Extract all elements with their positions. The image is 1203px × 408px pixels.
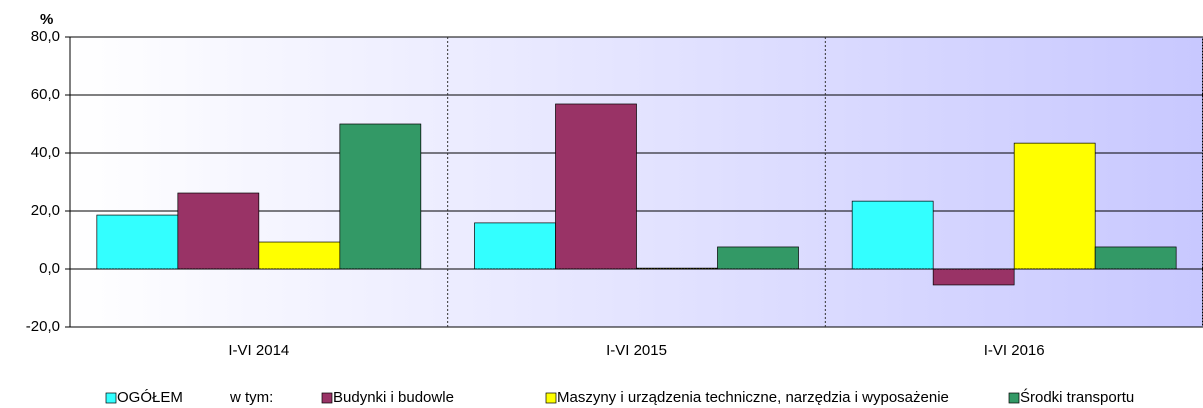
legend-swatch — [545, 392, 557, 404]
x-tick-label: I-VI 2016 — [984, 342, 1045, 359]
x-tick-label: I-VI 2015 — [606, 342, 667, 359]
legend-label: Maszyny i urządzenia techniczne, narzędz… — [557, 389, 949, 406]
legend-swatch — [1008, 392, 1020, 404]
bar — [1094, 246, 1177, 270]
bar — [555, 103, 637, 270]
y-tick-label: 60,0 — [31, 86, 60, 103]
plot-border — [69, 36, 1203, 328]
bar — [258, 241, 341, 270]
y-tick-label: 20,0 — [31, 202, 60, 219]
bar — [96, 214, 179, 270]
y-tick-label: -20,0 — [26, 318, 60, 335]
legend-label: OGÓŁEM — [117, 389, 183, 406]
legend-swatch — [105, 392, 117, 404]
bar — [932, 268, 1015, 286]
legend-label: Budynki i budowle — [333, 389, 454, 406]
bar — [717, 246, 799, 270]
bar — [851, 200, 934, 270]
y-tick-label: 80,0 — [31, 28, 60, 45]
x-tick-label: I-VI 2014 — [228, 342, 289, 359]
bar — [177, 192, 260, 270]
bar — [474, 222, 556, 270]
bar — [339, 123, 422, 270]
y-tick-label: 40,0 — [31, 144, 60, 161]
y-axis-label: % — [40, 11, 53, 28]
legend-swatch — [321, 392, 333, 404]
legend-note: w tym: — [229, 389, 273, 406]
y-tick-label: 0,0 — [39, 260, 60, 277]
legend-label: Środki transportu — [1020, 388, 1134, 406]
bar — [1013, 142, 1096, 270]
